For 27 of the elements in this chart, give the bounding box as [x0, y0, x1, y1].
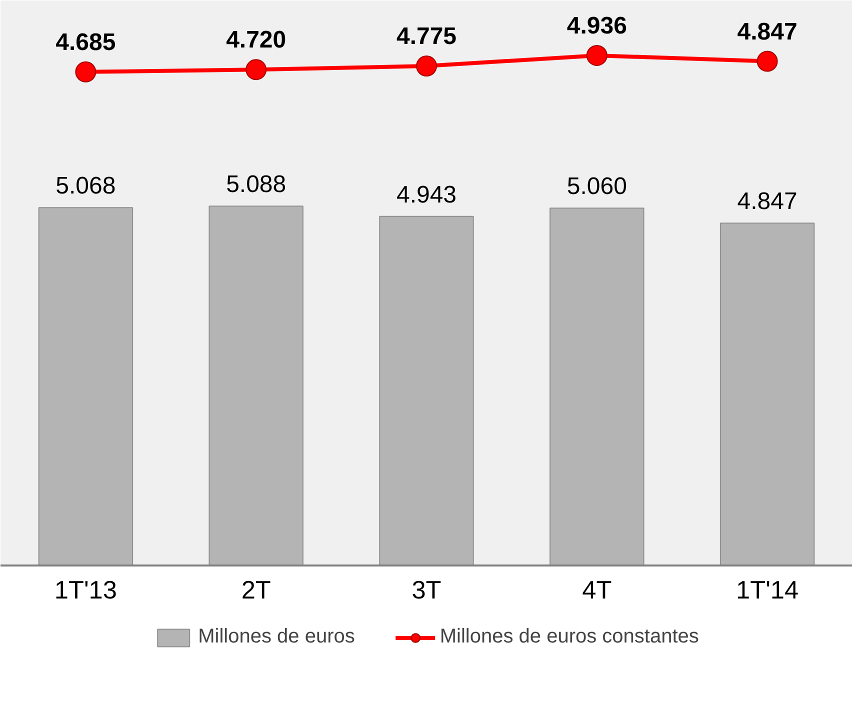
- point: [586, 44, 608, 66]
- data-label: 5.060: [566, 173, 627, 200]
- legend-label: Millones de euros constantes: [440, 626, 699, 648]
- data-label: 4.847: [737, 188, 798, 216]
- bar: [550, 208, 644, 566]
- x-tick-label: 3T: [412, 576, 442, 604]
- point: [416, 56, 437, 77]
- data-label: 4.943: [396, 181, 457, 208]
- x-tick-label: 2T: [241, 576, 271, 604]
- data-label: 4.847: [737, 18, 798, 46]
- x-tick-label: 1T'14: [736, 576, 799, 604]
- data-label: 4.685: [56, 28, 116, 56]
- data-label: 4.936: [566, 12, 627, 40]
- bar: [379, 216, 474, 566]
- data-label: 5.068: [56, 172, 116, 200]
- bar: [720, 222, 815, 566]
- point: [246, 59, 267, 80]
- point: [75, 61, 96, 82]
- data-label: 4.775: [396, 23, 457, 50]
- bar: [38, 207, 134, 566]
- x-tick-label: 1T'13: [54, 576, 117, 604]
- data-label: 5.088: [226, 171, 286, 198]
- point: [756, 50, 778, 72]
- data-label: 4.720: [226, 26, 286, 54]
- legend-label: Millones de euros: [198, 626, 355, 648]
- bar: [208, 206, 304, 566]
- x-tick-label: 4T: [582, 576, 612, 604]
